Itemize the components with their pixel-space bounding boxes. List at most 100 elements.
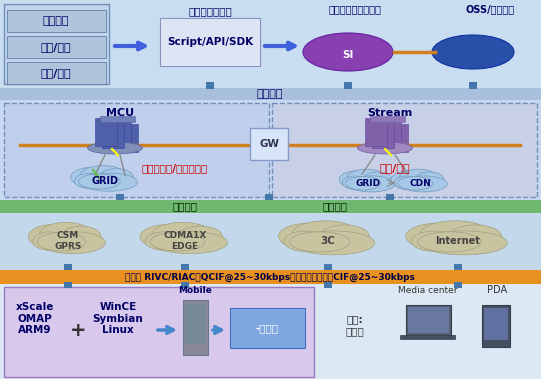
Bar bbox=[230, 308, 305, 348]
Ellipse shape bbox=[420, 231, 507, 255]
Bar bbox=[0, 213, 541, 270]
Bar bbox=[344, 82, 352, 89]
Ellipse shape bbox=[145, 232, 183, 251]
Bar bbox=[4, 103, 269, 197]
Text: SI: SI bbox=[342, 50, 354, 60]
Ellipse shape bbox=[391, 171, 426, 188]
Text: xScale
OMAP
ARM9: xScale OMAP ARM9 bbox=[16, 302, 54, 335]
Text: 点播/监控: 点播/监控 bbox=[41, 42, 71, 52]
Bar bbox=[206, 82, 214, 89]
Ellipse shape bbox=[37, 233, 85, 251]
Text: 娱乐/广告: 娱乐/广告 bbox=[41, 68, 71, 78]
Bar bbox=[469, 82, 477, 89]
Bar bbox=[370, 116, 405, 122]
Ellipse shape bbox=[347, 176, 395, 192]
Ellipse shape bbox=[292, 231, 375, 255]
Text: 直播/点播: 直播/点播 bbox=[380, 163, 410, 173]
Bar bbox=[0, 100, 541, 200]
Bar bbox=[7, 10, 106, 32]
Bar bbox=[7, 62, 106, 84]
Text: 互动（语音/视频通讯）: 互动（语音/视频通讯） bbox=[142, 163, 208, 173]
Ellipse shape bbox=[80, 173, 137, 191]
Text: 第三方开发平台: 第三方开发平台 bbox=[188, 6, 232, 16]
Ellipse shape bbox=[406, 223, 470, 250]
Ellipse shape bbox=[320, 225, 370, 248]
Bar bbox=[0, 88, 541, 100]
Ellipse shape bbox=[346, 177, 381, 190]
Bar bbox=[102, 120, 124, 148]
Ellipse shape bbox=[140, 225, 195, 249]
Bar bbox=[379, 122, 401, 150]
Bar bbox=[386, 124, 408, 152]
Ellipse shape bbox=[284, 231, 326, 251]
Text: Internet: Internet bbox=[436, 236, 480, 246]
Bar bbox=[482, 305, 510, 347]
Ellipse shape bbox=[412, 231, 456, 251]
Bar bbox=[265, 194, 273, 200]
Bar bbox=[7, 36, 106, 58]
Ellipse shape bbox=[33, 232, 66, 251]
Bar bbox=[454, 264, 462, 270]
Bar bbox=[64, 264, 72, 270]
Bar bbox=[272, 103, 537, 197]
Bar bbox=[0, 0, 541, 88]
Bar bbox=[185, 304, 206, 344]
Ellipse shape bbox=[39, 222, 92, 247]
Ellipse shape bbox=[292, 221, 358, 247]
Ellipse shape bbox=[88, 142, 142, 154]
Text: GW: GW bbox=[259, 139, 279, 149]
Bar bbox=[95, 118, 117, 146]
Bar bbox=[406, 305, 451, 335]
Text: 前置系统: 前置系统 bbox=[257, 89, 283, 99]
Ellipse shape bbox=[394, 176, 419, 190]
Ellipse shape bbox=[153, 232, 228, 254]
Ellipse shape bbox=[78, 174, 120, 189]
Ellipse shape bbox=[432, 35, 514, 69]
Text: PDA: PDA bbox=[487, 285, 507, 295]
Bar bbox=[0, 270, 541, 284]
Bar bbox=[100, 116, 135, 122]
Bar bbox=[162, 20, 258, 64]
Text: GRID: GRID bbox=[355, 179, 380, 188]
Ellipse shape bbox=[61, 226, 101, 247]
Ellipse shape bbox=[71, 168, 113, 187]
Text: 3C: 3C bbox=[321, 236, 335, 246]
Ellipse shape bbox=[289, 232, 350, 252]
Ellipse shape bbox=[153, 222, 213, 247]
Bar bbox=[116, 124, 138, 152]
Text: OSS/网管中心: OSS/网管中心 bbox=[465, 4, 514, 14]
Ellipse shape bbox=[399, 169, 438, 187]
Bar bbox=[0, 284, 541, 379]
Ellipse shape bbox=[150, 233, 205, 251]
Bar bbox=[484, 308, 508, 340]
Text: 信令交换: 信令交换 bbox=[173, 201, 197, 211]
Ellipse shape bbox=[420, 221, 490, 247]
Bar bbox=[116, 194, 124, 200]
Text: 其他:
车载等: 其他: 车载等 bbox=[346, 314, 365, 336]
Ellipse shape bbox=[399, 176, 447, 192]
Ellipse shape bbox=[415, 172, 444, 187]
Bar bbox=[109, 122, 131, 150]
Bar bbox=[0, 200, 541, 213]
Text: CDMA1X
EDGE: CDMA1X EDGE bbox=[163, 231, 207, 251]
Text: 手机电视: 手机电视 bbox=[43, 16, 69, 26]
Text: +: + bbox=[70, 321, 86, 340]
Text: 第三方内容接入平台: 第三方内容接入平台 bbox=[328, 4, 381, 14]
Ellipse shape bbox=[342, 176, 367, 190]
Bar bbox=[160, 18, 260, 66]
Bar bbox=[181, 282, 189, 288]
Ellipse shape bbox=[100, 169, 134, 186]
Bar bbox=[324, 282, 332, 288]
Ellipse shape bbox=[279, 223, 339, 250]
Bar bbox=[454, 282, 462, 288]
Bar bbox=[4, 4, 109, 84]
Ellipse shape bbox=[303, 33, 393, 71]
Bar bbox=[181, 264, 189, 270]
Ellipse shape bbox=[177, 226, 222, 247]
Bar bbox=[183, 300, 208, 355]
Bar bbox=[250, 128, 288, 160]
Text: GRID: GRID bbox=[91, 176, 118, 186]
Ellipse shape bbox=[39, 232, 105, 254]
Ellipse shape bbox=[418, 232, 481, 252]
Ellipse shape bbox=[28, 225, 77, 249]
